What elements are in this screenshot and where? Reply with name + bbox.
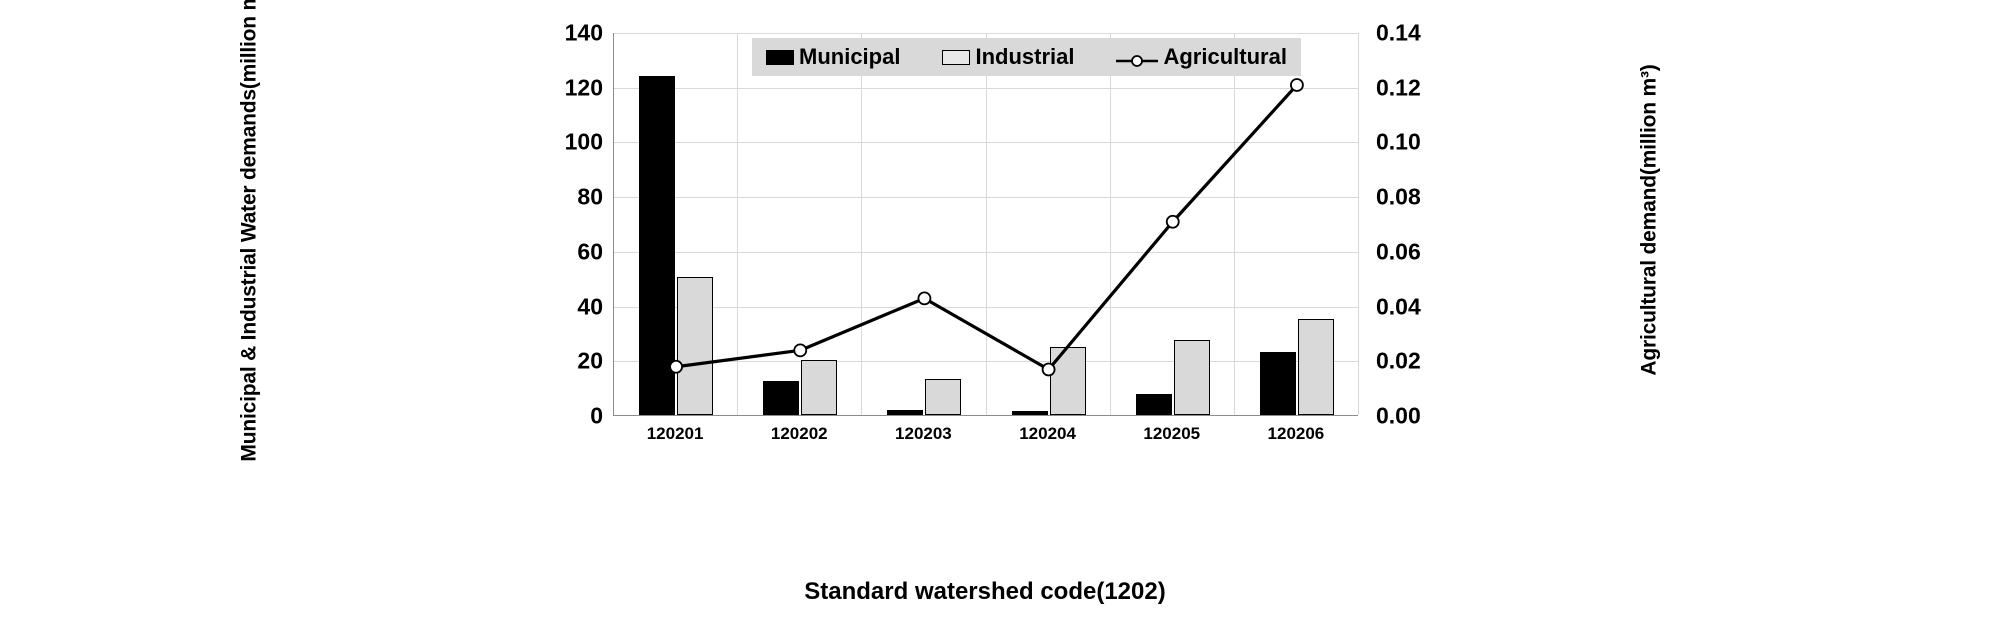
y-tick-right-0.08: 0.08 [1376, 183, 1421, 210]
y-tick-right-0.14: 0.14 [1376, 19, 1421, 46]
y-tick-left-120: 120 [564, 74, 603, 101]
y-tick-left-20: 20 [577, 347, 603, 374]
y-tick-left-40: 40 [577, 293, 603, 320]
chart-legend: Municipal Industrial Agricultural [752, 38, 1301, 76]
bar-municipal-120206[interactable] [1259, 352, 1296, 415]
y-tick-left-0: 0 [590, 402, 603, 429]
agricultural-marker-120205[interactable] [1165, 214, 1180, 229]
x-axis-title: Standard watershed code(1202) [804, 578, 1166, 605]
y-tick-left-140: 140 [564, 19, 603, 46]
y-tick-right-0.00: 0.00 [1376, 402, 1421, 429]
vertical-gridline [1233, 33, 1235, 415]
white-square-swatch-icon [942, 49, 971, 65]
x-tick-120201: 120201 [646, 424, 704, 443]
vertical-gridline [1358, 33, 1359, 415]
y-tick-right-0.12: 0.12 [1376, 74, 1421, 101]
legend-item-agricultural[interactable]: Agricultural [1116, 44, 1287, 70]
x-tick-120203: 120203 [895, 424, 952, 443]
bar-municipal-120201[interactable] [639, 75, 676, 415]
black-square-swatch-icon [766, 49, 794, 65]
x-tick-120205: 120205 [1143, 424, 1201, 443]
bar-industrial-120205[interactable] [1173, 339, 1210, 415]
legend-label-municipal: Municipal [799, 44, 901, 69]
vertical-gridline [1109, 33, 1111, 415]
bar-municipal-120203[interactable] [887, 409, 924, 415]
line-open-circle-marker-icon [1116, 49, 1159, 67]
x-tick-120206: 120206 [1267, 424, 1325, 443]
legend-item-municipal[interactable]: Municipal [766, 44, 900, 70]
legend-label-agricultural: Agricultural [1163, 44, 1287, 69]
y-tick-right-0.04: 0.04 [1376, 293, 1421, 320]
x-tick-120202: 120202 [770, 424, 828, 443]
y-tick-left-80: 80 [577, 183, 603, 210]
legend-label-industrial: Industrial [975, 44, 1075, 69]
y-axis-right-title: Agricultural demand(million m³) [1400, 0, 1900, 440]
y-axis-left-title: Municipal & Industrial Water demands(mil… [0, 0, 500, 462]
bar-municipal-120204[interactable] [1011, 410, 1048, 415]
legend-item-industrial[interactable]: Industrial [942, 44, 1074, 70]
bar-municipal-120205[interactable] [1135, 394, 1172, 415]
y-axis-left-title-text: Municipal & Industrial Water demands(mil… [237, 0, 261, 462]
vertical-gridline [985, 33, 987, 415]
y-axis-right-title-text: Agricultural demand(million m³) [1638, 64, 1661, 376]
x-tick-120204: 120204 [1019, 424, 1076, 443]
bar-industrial-120203[interactable] [925, 379, 962, 415]
agricultural-line-series [669, 78, 1304, 377]
y-tick-right-0.02: 0.02 [1376, 347, 1421, 374]
vertical-gridline [861, 33, 863, 415]
y-tick-right-0.06: 0.06 [1376, 238, 1421, 265]
agricultural-marker-120202[interactable] [793, 343, 808, 358]
y-tick-right-0.10: 0.10 [1376, 128, 1421, 155]
agricultural-marker-120203[interactable] [917, 291, 932, 306]
vertical-gridline [737, 33, 739, 415]
agricultural-marker-120206[interactable] [1290, 78, 1304, 92]
bar-municipal-120202[interactable] [763, 380, 800, 415]
y-tick-left-60: 60 [577, 238, 603, 265]
agricultural-line-path [675, 83, 1299, 372]
plot-area [613, 33, 1359, 416]
bar-industrial-120202[interactable] [801, 360, 838, 415]
y-tick-left-100: 100 [564, 128, 603, 155]
bar-industrial-120204[interactable] [1049, 346, 1086, 415]
bar-industrial-120201[interactable] [677, 276, 714, 415]
bar-industrial-120206[interactable] [1297, 319, 1334, 415]
